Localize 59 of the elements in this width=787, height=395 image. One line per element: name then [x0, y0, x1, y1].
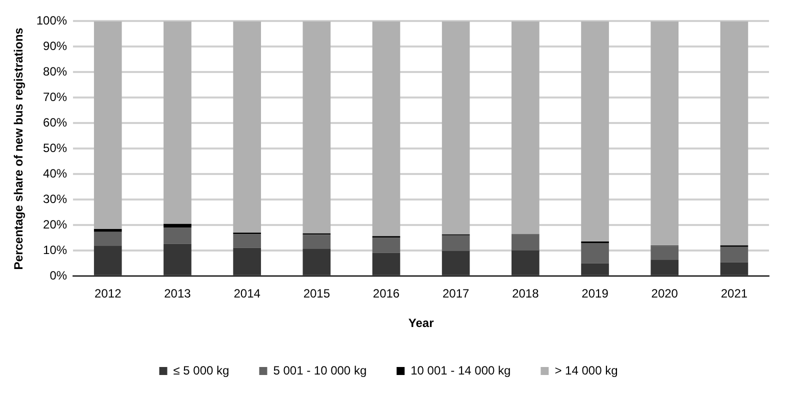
x-tick-label: 2020 — [651, 286, 678, 301]
bar — [164, 228, 192, 244]
y-tick-label: 90% — [43, 39, 68, 54]
bar — [302, 21, 331, 234]
bar — [720, 246, 748, 262]
y-tick-label: 80% — [43, 64, 68, 79]
x-tick-label: 2021 — [720, 286, 748, 301]
bar — [94, 229, 122, 232]
bar — [372, 21, 400, 236]
legend-label: > 14 000 kg — [554, 363, 618, 378]
x-tick-label: 2018 — [512, 286, 540, 301]
y-tick-label: 0% — [50, 268, 68, 283]
bar — [94, 246, 122, 276]
x-tick-label: 2014 — [234, 286, 261, 301]
bar — [442, 21, 470, 234]
bar — [442, 250, 470, 276]
bar — [233, 234, 261, 248]
bar — [512, 21, 540, 234]
y-tick-label: 20% — [43, 218, 68, 232]
bar — [94, 21, 122, 230]
bar — [650, 246, 679, 260]
bar — [94, 232, 122, 246]
bar — [372, 252, 400, 276]
bar — [581, 21, 609, 242]
y-axis-title: Percentage share of new bus registrations — [12, 27, 26, 270]
x-axis-title: Year — [408, 316, 434, 330]
y-tick-label: 70% — [43, 90, 68, 104]
legend-label: ≤ 5 000 kg — [173, 363, 230, 378]
bar — [720, 262, 748, 276]
bar — [233, 248, 261, 276]
bar — [372, 238, 400, 253]
legend-label: 5 001 - 10 000 kg — [273, 363, 367, 378]
x-tick-label: 2015 — [303, 286, 330, 301]
x-tick-label: 2019 — [582, 286, 609, 301]
x-tick-label: 2017 — [442, 286, 470, 301]
bar — [302, 234, 331, 249]
y-tick-label: 40% — [43, 166, 68, 181]
bar — [164, 224, 192, 228]
bar — [512, 250, 540, 276]
x-tick-label: 2016 — [372, 286, 400, 301]
bar — [512, 234, 540, 250]
bar — [164, 244, 192, 276]
x-tick-label: 2012 — [94, 286, 122, 301]
bar — [233, 21, 261, 233]
bar — [442, 235, 470, 251]
y-tick-label: 100% — [36, 14, 68, 28]
bar — [581, 263, 609, 276]
bar — [650, 260, 679, 276]
bar — [720, 21, 748, 246]
bar — [302, 248, 331, 276]
bar — [164, 21, 192, 224]
legend-label: 10 001 - 14 000 kg — [410, 363, 511, 378]
y-tick-label: 10% — [43, 243, 68, 258]
y-tick-label: 30% — [43, 192, 68, 206]
x-tick-label: 2013 — [164, 286, 192, 301]
y-tick-label: 50% — [43, 141, 68, 156]
bar — [650, 21, 679, 246]
y-tick-label: 60% — [43, 116, 68, 130]
bar — [581, 243, 609, 264]
